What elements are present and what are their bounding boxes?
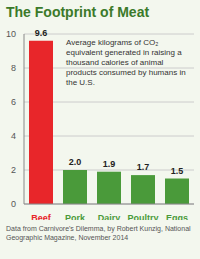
html-text:Average kilograms of CO₂ equiv: Average kilograms of CO₂ equivalent gene… (66, 38, 186, 87)
svg-text:Eggs: Eggs (166, 213, 188, 220)
svg-text:2: 2 (11, 165, 16, 175)
svg-text:2.0: 2.0 (69, 157, 82, 167)
svg-text:1.9: 1.9 (103, 159, 116, 169)
svg-text:Beef: Beef (31, 213, 52, 220)
svg-text:1.5: 1.5 (171, 166, 184, 176)
svg-text:4: 4 (11, 131, 16, 141)
svg-text:0: 0 (11, 199, 16, 209)
svg-text:Poultry: Poultry (127, 213, 158, 220)
svg-text:Dairy: Dairy (98, 213, 121, 220)
svg-text:Pork: Pork (65, 213, 86, 220)
svg-text:9.6: 9.6 (35, 28, 48, 38)
svg-text:1.7: 1.7 (137, 162, 150, 172)
svg-text:8: 8 (11, 63, 16, 73)
html-text:Data from Carnivore's Dilemma,: Data from Carnivore's Dilemma, by Robert… (6, 225, 191, 241)
svg-text:6: 6 (11, 97, 16, 107)
svg-text:10: 10 (8, 29, 16, 39)
html-text:The Footprint of Meat: The Footprint of Meat (6, 4, 150, 20)
